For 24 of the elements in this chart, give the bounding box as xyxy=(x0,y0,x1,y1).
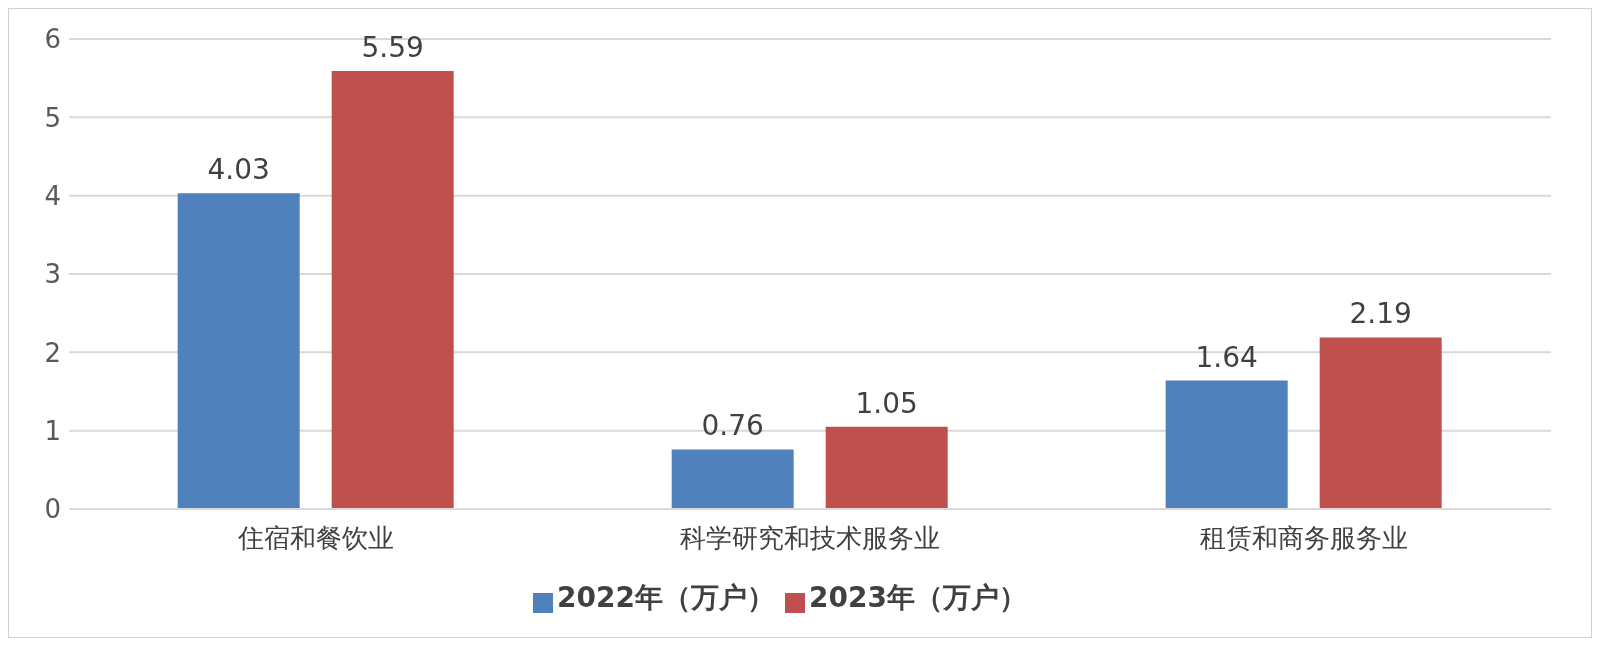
x-tick-label: 科学研究和技术服务业 xyxy=(680,523,940,554)
y-tick-label: 5 xyxy=(44,102,61,133)
y-tick-label: 0 xyxy=(44,494,61,525)
bar xyxy=(177,193,300,509)
x-tick-label: 租赁和商务服务业 xyxy=(1200,523,1408,554)
bar xyxy=(1319,337,1442,509)
y-tick-label: 2 xyxy=(44,337,61,368)
data-label: 2.19 xyxy=(1349,297,1412,331)
bar xyxy=(331,71,454,509)
x-tick-label: 住宿和餐饮业 xyxy=(237,523,394,554)
y-tick-label: 6 xyxy=(44,24,61,55)
data-label: 1.64 xyxy=(1195,340,1258,374)
bar xyxy=(1165,380,1288,509)
legend-label: 2022年（万户） xyxy=(557,581,775,614)
data-label: 4.03 xyxy=(207,153,270,187)
y-tick-label: 1 xyxy=(44,415,61,446)
y-tick-label: 3 xyxy=(44,259,61,290)
data-label: 1.05 xyxy=(855,386,918,420)
legend-label: 2023年（万户） xyxy=(809,581,1027,614)
bar xyxy=(671,449,794,509)
y-tick-label: 4 xyxy=(44,180,61,211)
data-label: 5.59 xyxy=(361,31,424,65)
bar xyxy=(825,426,948,509)
data-label: 0.76 xyxy=(701,409,764,443)
